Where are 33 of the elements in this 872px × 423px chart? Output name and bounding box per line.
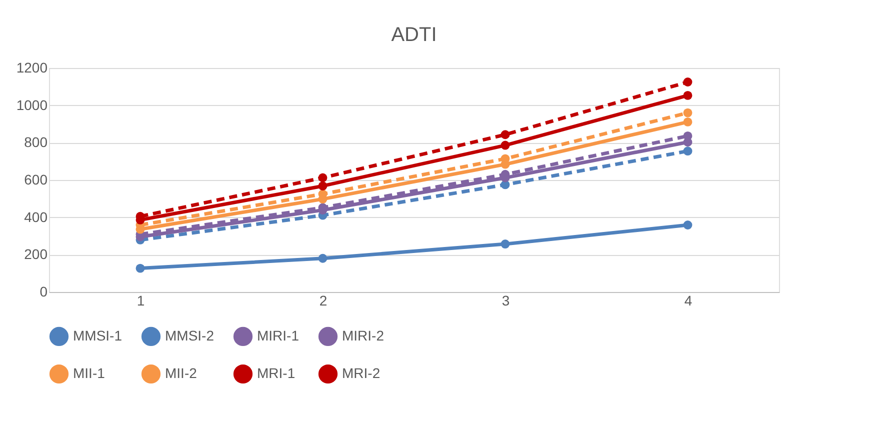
y-tick-label: 800 (24, 134, 48, 150)
point (683, 90, 692, 100)
x-tick-label: 3 (502, 292, 510, 308)
legend-label: MRI-2 (342, 365, 380, 381)
legend-label: MRI-1 (257, 365, 296, 381)
y-tick-label: 1200 (16, 60, 48, 76)
point (318, 254, 328, 263)
y-tick-label: 600 (24, 172, 48, 188)
point (683, 78, 692, 86)
point (136, 264, 145, 273)
point (500, 130, 510, 140)
legend-label: MII-2 (165, 365, 198, 381)
point (318, 173, 328, 182)
point (500, 140, 510, 150)
point (318, 182, 328, 190)
point (500, 240, 510, 248)
x-tick-label: 4 (684, 292, 692, 308)
x-tick-label: 2 (319, 292, 328, 308)
y-tick-label: 400 (24, 208, 48, 225)
legend-label: MIRI-2 (342, 327, 384, 344)
legend-label: MMSI-2 (165, 327, 214, 344)
point (683, 108, 692, 118)
x-tick-label: 1 (136, 292, 145, 308)
legend-label: MII-1 (73, 365, 106, 381)
point (683, 117, 692, 126)
point (683, 146, 692, 156)
point (683, 220, 692, 230)
chart-title: ADTI (391, 24, 437, 46)
y-tick-label: 0 (40, 284, 48, 300)
legend-label: MMSI-1 (73, 327, 122, 344)
legend-label: MIRI-1 (257, 327, 300, 344)
y-tick-label: 200 (24, 246, 48, 262)
y-tick-label: 1000 (16, 96, 48, 113)
